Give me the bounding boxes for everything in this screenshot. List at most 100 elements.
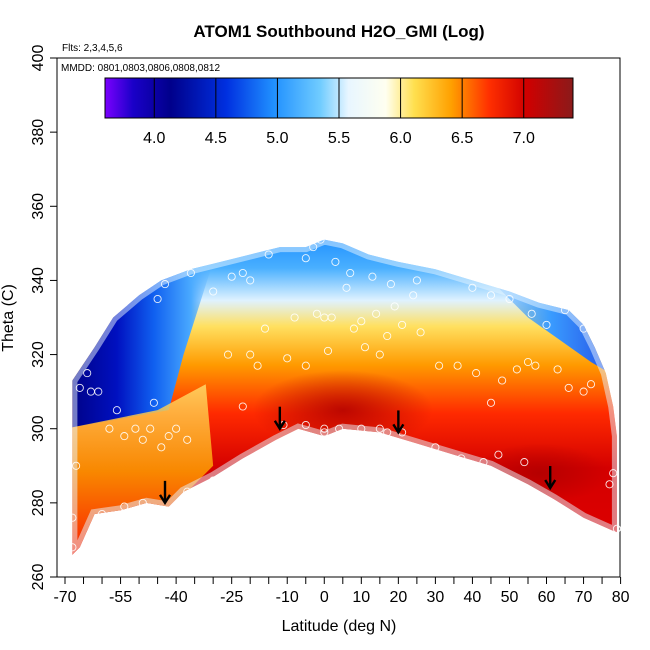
observation-point — [579, 387, 588, 396]
observation-point — [412, 276, 421, 285]
observation-point — [183, 435, 192, 444]
observation-point — [160, 280, 170, 289]
arrow-head — [544, 479, 557, 491]
observation-point — [368, 272, 377, 281]
x-tick-label: 40 — [464, 589, 482, 606]
observation-point — [238, 268, 247, 278]
observation-point — [494, 450, 503, 459]
observation-point — [316, 235, 325, 244]
observation-point — [349, 324, 358, 333]
x-tick-label: 50 — [501, 589, 519, 606]
y-tick-label: 340 — [30, 267, 47, 294]
dark-core-north — [469, 443, 610, 504]
x-tick-label: 0 — [320, 589, 329, 606]
observation-point — [531, 361, 540, 370]
colorbar-tick-label: 7.0 — [513, 130, 535, 147]
observation-point — [520, 458, 529, 467]
observation-point — [605, 480, 614, 489]
observation-point — [320, 424, 329, 433]
x-tick-label: -10 — [276, 589, 299, 606]
colorbar-tick-label: 5.5 — [328, 130, 350, 147]
observation-point — [335, 424, 344, 433]
observation-point — [357, 424, 366, 433]
x-tick-label: -55 — [109, 589, 132, 606]
observation-point — [346, 268, 355, 278]
observation-point — [331, 257, 340, 266]
observation-point — [186, 268, 195, 278]
y-tick-label: 280 — [30, 489, 47, 516]
observation-point — [457, 454, 466, 463]
observation-point — [68, 513, 77, 522]
observation-point — [209, 476, 218, 485]
observation-point — [342, 283, 351, 292]
observation-point — [260, 324, 270, 333]
observation-point — [264, 250, 273, 259]
observation-point — [390, 302, 399, 311]
observation-point — [246, 350, 255, 359]
observation-point — [523, 357, 533, 367]
observation-point — [609, 469, 618, 478]
observation-point — [105, 424, 114, 433]
observation-point — [383, 331, 392, 341]
x-tick-label: -25 — [220, 589, 243, 606]
x-tick-label: 70 — [575, 589, 593, 606]
observation-point — [290, 313, 299, 322]
colorbar-ticks: 4.0 4.5 5.0 5.5 6.0 6.5 7.0 — [143, 78, 535, 147]
observation-point — [564, 383, 573, 392]
observation-point — [409, 291, 418, 300]
observation-point — [131, 424, 140, 433]
observation-point — [449, 265, 458, 274]
y-tick-label: 360 — [30, 193, 47, 220]
observation-point — [453, 361, 462, 370]
observation-point — [172, 424, 181, 433]
observation-point — [323, 346, 333, 355]
observation-point — [486, 291, 496, 300]
arrows-group — [158, 406, 557, 506]
observation-point — [301, 361, 310, 370]
observation-point — [360, 343, 370, 352]
observation-point — [301, 254, 310, 263]
observation-point — [138, 498, 147, 507]
colorbar-tick-label: 4.5 — [205, 130, 227, 147]
observation-point — [68, 543, 77, 552]
arrow-marker — [544, 466, 557, 491]
observation-point — [486, 398, 496, 407]
observation-point — [120, 502, 129, 511]
observation-point — [164, 432, 173, 441]
chart-title: ATOM1 Southbound H2O_GMI (Log) — [193, 22, 484, 41]
arrow-marker — [158, 480, 172, 506]
y-axis: 260 280 300 320 340 360 380 400 — [30, 45, 57, 590]
observation-point — [383, 428, 392, 437]
colorbar-tick-label: 4.0 — [143, 130, 165, 147]
x-tick-label: 60 — [538, 589, 556, 606]
observation-point — [149, 398, 158, 407]
observation-point — [586, 380, 596, 389]
flights-subtitle: Flts: 2,3,4,5,6 — [62, 43, 123, 54]
observation-point — [560, 306, 570, 315]
observation-point — [138, 435, 147, 444]
observation-points — [68, 235, 621, 552]
observation-point — [472, 369, 481, 378]
observation-point — [246, 276, 255, 285]
observation-point — [512, 365, 521, 374]
observation-point — [498, 376, 507, 385]
observation-point — [431, 443, 440, 452]
observation-point — [146, 424, 155, 433]
arrow-head — [158, 494, 172, 506]
arrow-marker — [273, 406, 286, 431]
observation-point — [227, 272, 236, 281]
observation-point — [320, 428, 329, 437]
observation-point — [183, 487, 192, 496]
observation-point — [327, 313, 336, 322]
y-tick-label: 300 — [30, 415, 47, 442]
y-tick-label: 400 — [30, 45, 47, 72]
observation-point — [479, 458, 488, 467]
x-tick-label: 20 — [389, 589, 407, 606]
y-axis-label: Theta (C) — [0, 284, 17, 352]
arrow-head — [273, 420, 286, 431]
x-axis: -70 -55 -40 -25 -10 0 10 20 30 40 50 60 70 80 — [53, 577, 630, 606]
observation-point — [253, 361, 262, 370]
observation-point — [283, 354, 292, 363]
observation-point — [468, 283, 477, 292]
colorbar-tick-label: 5.0 — [266, 130, 288, 147]
